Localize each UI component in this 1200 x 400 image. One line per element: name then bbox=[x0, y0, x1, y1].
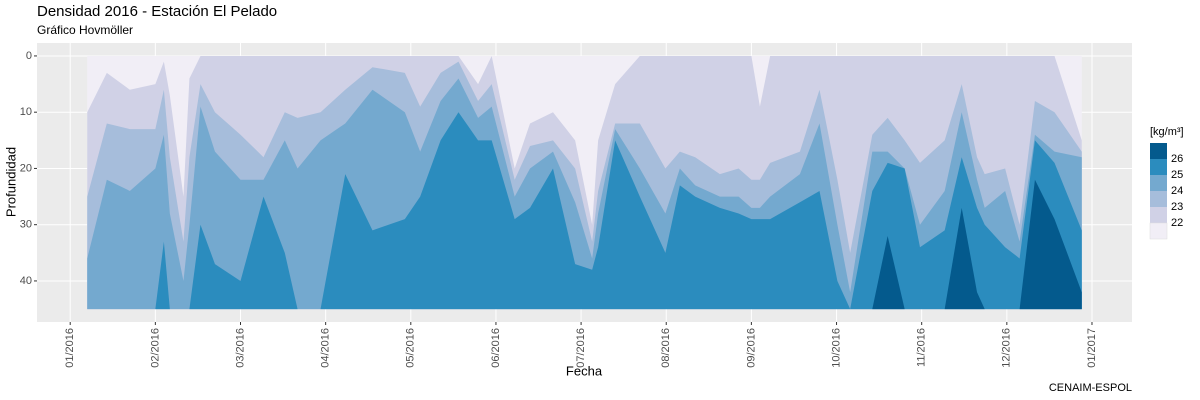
x-tick-label: 03/2016 bbox=[234, 328, 246, 368]
x-tick-label: 01/2016 bbox=[64, 328, 76, 368]
chart-title: Densidad 2016 - Estación El Pelado bbox=[37, 3, 277, 20]
x-tick-label: 10/2016 bbox=[830, 328, 842, 368]
y-tick-label: 40 bbox=[20, 275, 32, 287]
x-tick-label: 07/2016 bbox=[575, 328, 587, 368]
y-tick-label: 30 bbox=[20, 219, 32, 231]
chart-subtitle: Gráfico Hovmöller bbox=[37, 23, 133, 37]
legend-title: [kg/m³] bbox=[1150, 126, 1184, 138]
legend-swatch bbox=[1150, 191, 1167, 207]
y-tick-label: 0 bbox=[26, 50, 32, 62]
x-tick-label: 09/2016 bbox=[745, 328, 757, 368]
caption: CENAIM-ESPOL bbox=[1049, 382, 1132, 394]
x-axis-label: Fecha bbox=[566, 363, 603, 378]
legend-label: 25 bbox=[1171, 169, 1183, 181]
x-tick-label: 05/2016 bbox=[405, 328, 417, 368]
legend-swatch bbox=[1150, 175, 1167, 191]
y-axis-label: Profundidad bbox=[3, 147, 18, 217]
x-tick-label: 11/2016 bbox=[916, 328, 928, 367]
y-tick-label: 20 bbox=[20, 162, 32, 174]
legend-label: 22 bbox=[1171, 217, 1183, 229]
legend-label: 24 bbox=[1171, 185, 1183, 197]
y-tick-label: 10 bbox=[20, 106, 32, 118]
x-tick-label: 06/2016 bbox=[490, 328, 502, 368]
legend-swatch bbox=[1149, 222, 1168, 240]
legend-swatch bbox=[1150, 143, 1167, 159]
x-tick-label: 08/2016 bbox=[660, 328, 672, 368]
x-tick-label: 02/2016 bbox=[149, 328, 161, 368]
legend-label: 23 bbox=[1171, 201, 1183, 213]
legend-swatch bbox=[1150, 207, 1167, 223]
legend-swatch bbox=[1150, 159, 1167, 175]
x-tick-label: 01/2017 bbox=[1086, 328, 1098, 368]
contour-area bbox=[87, 112, 1082, 310]
x-tick-label: 12/2016 bbox=[1001, 328, 1013, 368]
legend-label: 26 bbox=[1171, 153, 1183, 165]
x-tick-label: 04/2016 bbox=[320, 328, 332, 368]
